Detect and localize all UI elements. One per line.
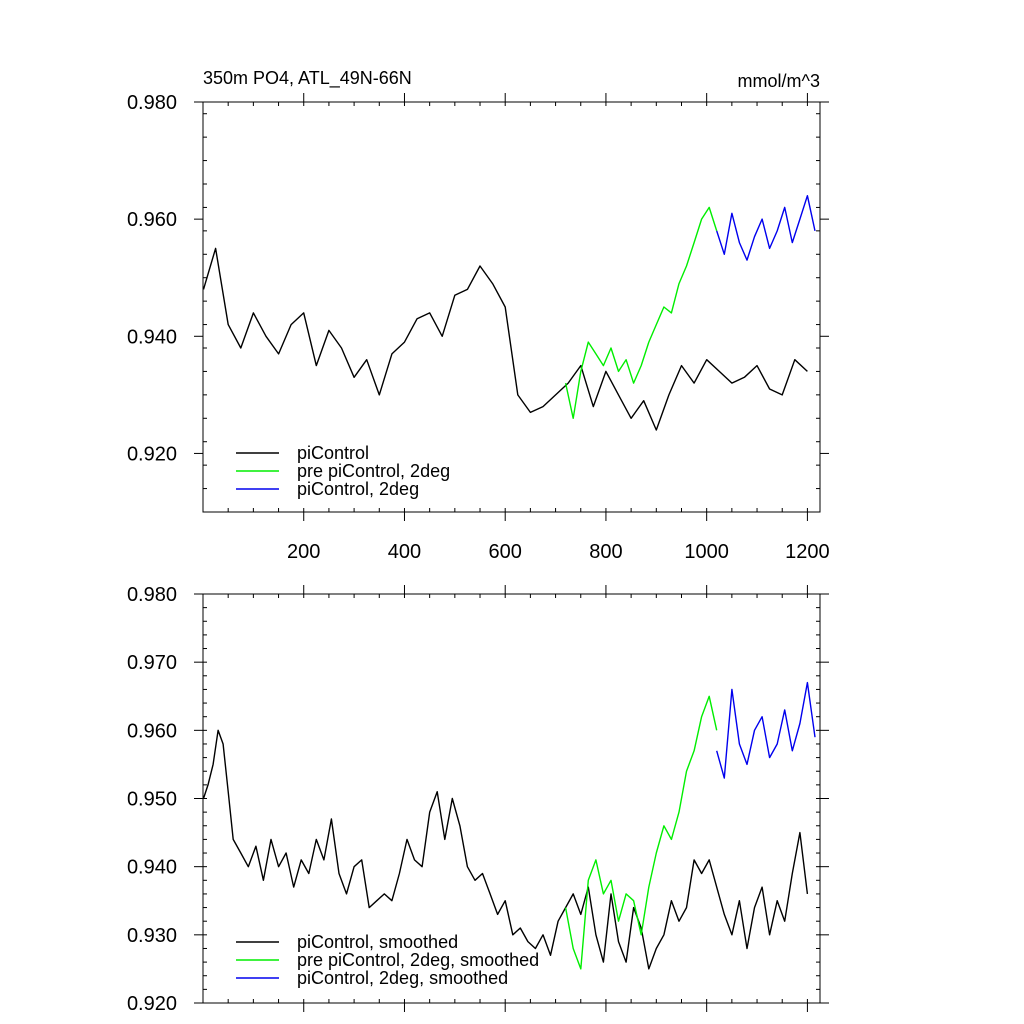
top-panel: 200 400 600 800 1000 1200 0.920 0.940 0.960 0.980… [127, 92, 830, 563]
bottom-panel: 0.920 0.930 0.940 0.950 0.960 0.970 0.980 piCon… [127, 584, 829, 1015]
y-tick-label: 0.960 [127, 720, 177, 742]
units-label: mmol/m^3 [738, 71, 820, 91]
legend-label: pre piControl, 2deg, smoothed [297, 950, 539, 970]
legend-label: pre piControl, 2deg [297, 461, 450, 481]
y-tick-label: 0.940 [127, 326, 177, 348]
y-tick-label: 0.920 [127, 993, 177, 1015]
plot-frame [202, 101, 821, 513]
legend-label: piControl [297, 443, 369, 463]
legend-label: piControl, smoothed [297, 932, 458, 952]
y-tick-label: 0.980 [127, 92, 177, 114]
y-tick-label: 0.950 [127, 789, 177, 811]
x-tick-label: 400 [388, 541, 421, 563]
y-tick-label: 0.920 [127, 443, 177, 465]
series-line [203, 247, 808, 431]
series-line [564, 206, 718, 419]
series-line [716, 681, 816, 779]
y-tick-label: 0.930 [127, 925, 177, 947]
plot-frame [202, 593, 821, 1004]
legend-label: piControl, 2deg, smoothed [297, 968, 508, 988]
x-tick-label: 600 [489, 541, 522, 563]
y-tick-label: 0.940 [127, 857, 177, 879]
x-tick-label: 1200 [785, 541, 830, 563]
chart-title: 350m PO4, ATL_49N-66N [203, 68, 412, 89]
y-tick-label: 0.980 [127, 584, 177, 606]
series-line [203, 729, 809, 970]
x-tick-label: 1000 [684, 541, 729, 563]
series-line [564, 695, 718, 970]
y-tick-label: 0.960 [127, 209, 177, 231]
legend-label: piControl, 2deg [297, 479, 419, 499]
x-tick-label: 200 [287, 541, 320, 563]
series-line [716, 194, 816, 261]
y-tick-label: 0.970 [127, 652, 177, 674]
x-tick-label: 800 [589, 541, 622, 563]
